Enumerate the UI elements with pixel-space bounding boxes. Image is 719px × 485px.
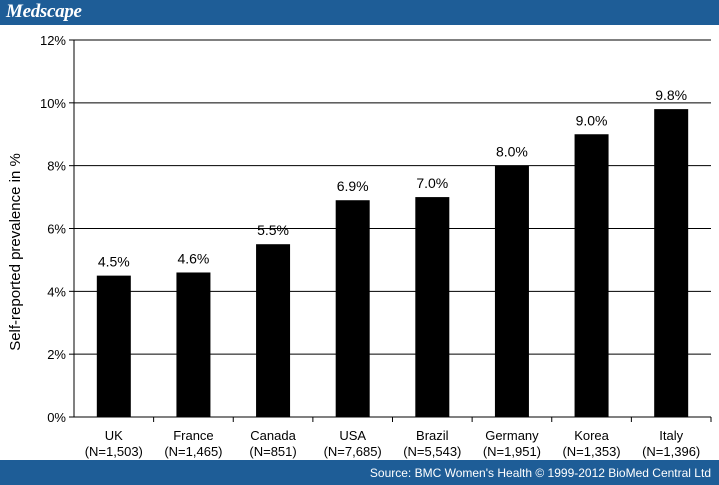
chart-area: 0% 2% 4% 6% 8% 10% 12% 4.5% UK (N=1,503) 4.6% Franc… xyxy=(0,25,719,460)
sample-size-label: (N=1,396) xyxy=(642,444,700,459)
data-label: 9.0% xyxy=(576,112,608,128)
x-tick-label: USA xyxy=(339,428,366,443)
data-label: 7.0% xyxy=(416,175,448,191)
y-tick-label: 6% xyxy=(47,222,66,237)
bar xyxy=(654,109,689,417)
data-label: 9.8% xyxy=(655,87,687,103)
bar xyxy=(256,244,291,417)
sample-size-label: (N=1,951) xyxy=(483,444,541,459)
x-tick-label: UK xyxy=(105,428,123,443)
sample-size-label: (N=851) xyxy=(249,444,296,459)
source-credit: Source: BMC Women's Health © 1999-2012 B… xyxy=(369,466,711,480)
axes xyxy=(69,39,712,422)
bar xyxy=(494,165,529,417)
sample-size-label: (N=1,503) xyxy=(85,444,143,459)
bar xyxy=(96,275,131,417)
y-tick-label: 8% xyxy=(47,159,66,174)
data-label: 4.6% xyxy=(177,250,209,266)
bar-chart: 0% 2% 4% 6% 8% 10% 12% 4.5% UK(N=1,503) 4.6% Franc… xyxy=(7,33,712,459)
data-label: 6.9% xyxy=(337,178,369,194)
x-tick-label: France xyxy=(173,428,213,443)
x-tick-label: Germany xyxy=(485,428,539,443)
bar xyxy=(335,200,370,417)
header-bar: Medscape xyxy=(0,0,719,25)
y-tick-label: 0% xyxy=(47,410,66,425)
y-tick-label: 2% xyxy=(47,347,66,362)
bar xyxy=(176,272,211,417)
medscape-logo: Medscape xyxy=(6,1,82,22)
gridlines xyxy=(74,39,711,355)
x-tick-label: Korea xyxy=(574,428,609,443)
sample-size-label: (N=1,353) xyxy=(562,444,620,459)
x-tick-label: Italy xyxy=(659,428,683,443)
data-label: 8.0% xyxy=(496,144,528,160)
data-label: 4.5% xyxy=(98,254,130,270)
sample-size-label: (N=5,543) xyxy=(403,444,461,459)
y-tick-label: 12% xyxy=(40,33,66,48)
labels: 0% 2% 4% 6% 8% 10% 12% 4.5% UK(N=1,503) 4.6% Franc… xyxy=(40,33,700,459)
x-tick-label: Canada xyxy=(250,428,296,443)
x-tick-label: Brazil xyxy=(416,428,449,443)
y-tick-label: 10% xyxy=(40,96,66,111)
y-axis-label: Self-reported prevalence in % xyxy=(7,153,24,351)
sample-size-label: (N=7,685) xyxy=(324,444,382,459)
bars xyxy=(96,109,689,417)
footer-bar: Source: BMC Women's Health © 1999-2012 B… xyxy=(0,460,719,485)
data-label: 5.5% xyxy=(257,222,289,238)
y-tick-label: 4% xyxy=(47,284,66,299)
sample-size-label: (N=1,465) xyxy=(164,444,222,459)
bar xyxy=(574,134,609,417)
bar xyxy=(415,197,450,417)
